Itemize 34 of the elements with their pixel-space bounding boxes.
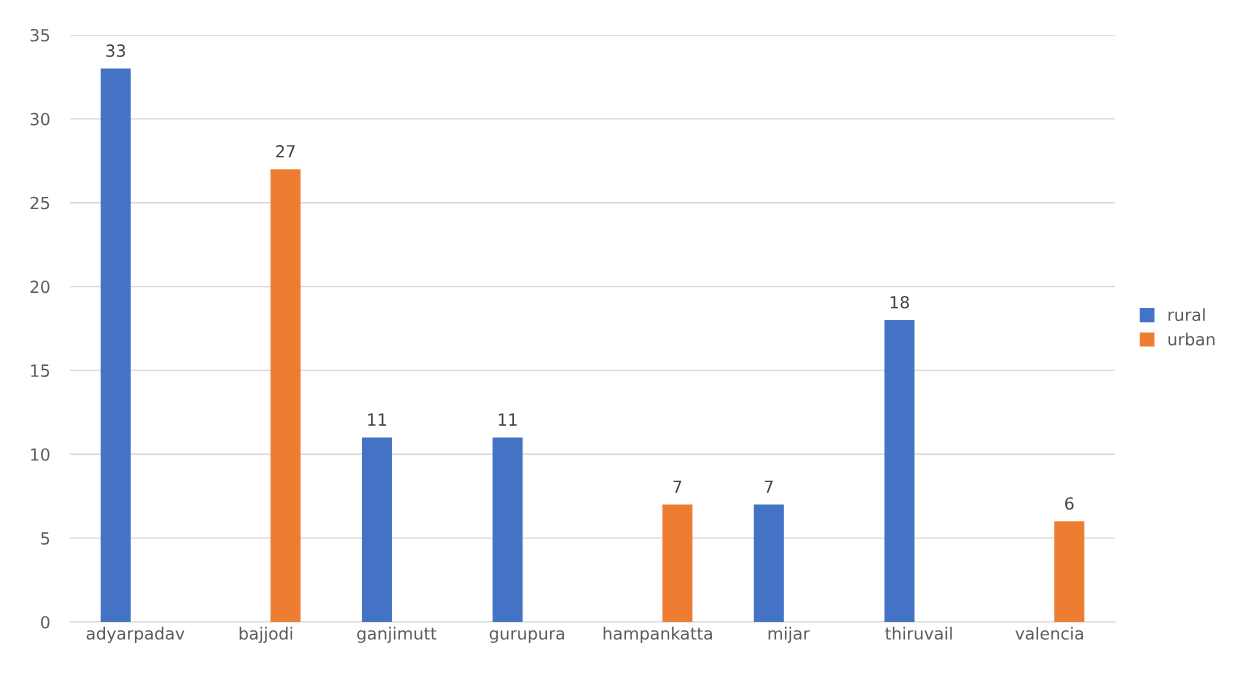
y-tick-label: 35 — [30, 28, 50, 42]
legend-label: rural — [1168, 308, 1205, 322]
data-label: 11 — [498, 413, 517, 426]
data-label: 7 — [673, 480, 682, 493]
bar — [1054, 521, 1085, 622]
bar — [662, 504, 693, 622]
y-tick-label: 25 — [30, 196, 50, 210]
data-label: 18 — [890, 295, 909, 309]
y-tick-label: 15 — [31, 364, 50, 377]
x-tick-label: adyarpadav — [86, 626, 185, 643]
bar — [753, 504, 784, 622]
bar — [100, 68, 131, 622]
data-label: 33 — [106, 44, 125, 57]
x-tick-label: bajjodi — [239, 626, 293, 643]
x-tick-label: hampankatta — [603, 626, 712, 643]
y-tick-label: 5 — [41, 532, 50, 545]
y-tick-label: 10 — [31, 448, 50, 461]
bar — [361, 437, 392, 622]
bar — [492, 437, 523, 622]
y-tick-label: 0 — [41, 615, 50, 629]
x-tick-label: gurupura — [489, 630, 565, 643]
x-tick-label: mijar — [768, 626, 810, 643]
data-label: 6 — [1065, 497, 1074, 510]
bar — [884, 320, 915, 622]
y-tick-label: 20 — [30, 280, 50, 294]
x-tick-label: thiruvail — [885, 626, 952, 640]
data-label: 7 — [764, 480, 773, 493]
data-label: 27 — [276, 145, 295, 158]
x-tick-label: valencia — [1015, 626, 1083, 640]
legend-label: urban — [1168, 332, 1215, 346]
x-tick-label: ganjimutt — [357, 626, 437, 643]
data-label: 11 — [368, 413, 387, 426]
bar — [270, 169, 301, 622]
y-tick-label: 30 — [30, 112, 50, 126]
